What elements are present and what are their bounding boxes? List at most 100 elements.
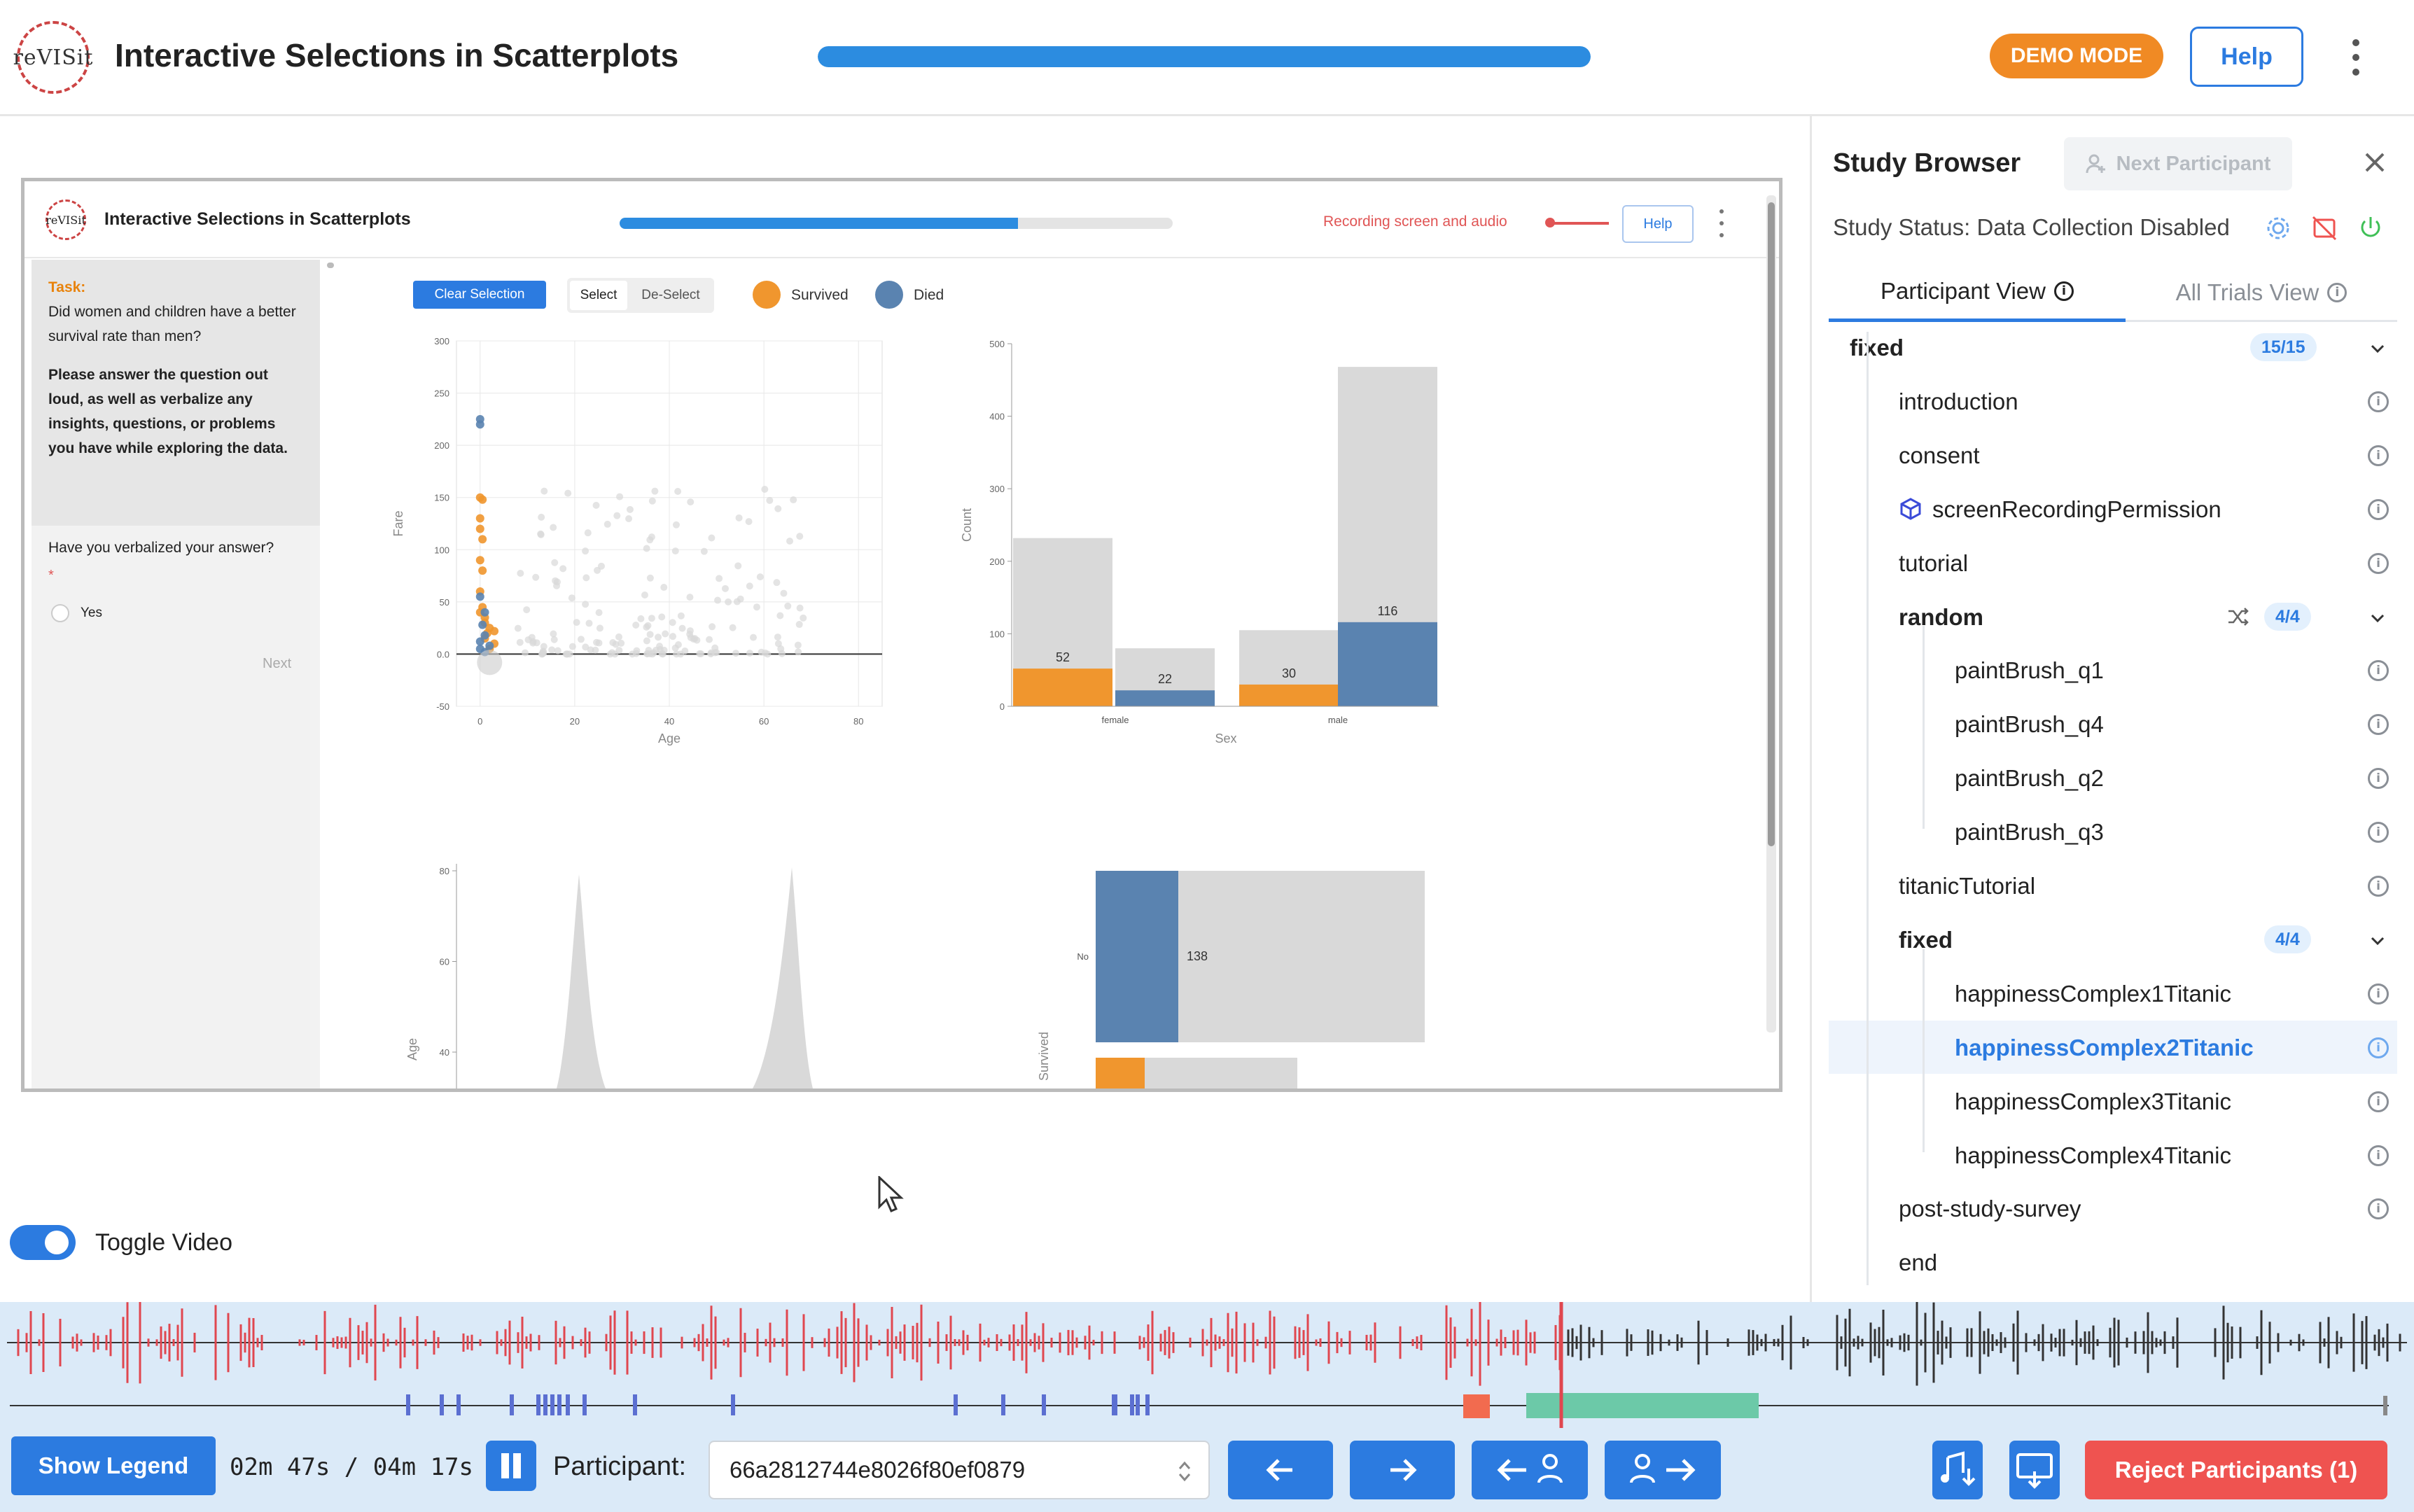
bar-selected-male (1338, 622, 1437, 706)
tree-item-fixed[interactable]: fixed 15/15 (1829, 321, 2397, 374)
scatter-point-survived (475, 556, 484, 565)
scatter-point-died (478, 620, 487, 629)
tree-item-happinesscomplex1titanic[interactable]: happinessComplex1Titanic i (1829, 967, 2397, 1020)
info-icon[interactable]: i (2368, 983, 2389, 1004)
tree-item-screenrecordingpermission[interactable]: screenRecordingPermission i (1829, 482, 2397, 536)
info-icon[interactable]: i (2368, 822, 2389, 844)
info-icon[interactable]: i (2368, 660, 2389, 682)
audio-waveform[interactable] (0, 1302, 2414, 1512)
download-audio-button[interactable] (1932, 1441, 1983, 1499)
previous-participant-button[interactable] (1472, 1441, 1588, 1499)
info-icon[interactable]: i (2368, 444, 2389, 466)
info-icon[interactable]: i (2368, 1198, 2389, 1220)
tree-item-paintbrush_q4[interactable]: paintBrush_q4 i (1829, 697, 2397, 750)
tree-item-end[interactable]: end (1829, 1236, 2397, 1289)
scatter-point-unselected (615, 647, 623, 654)
info-icon[interactable]: i (2368, 1144, 2389, 1166)
pause-button[interactable] (486, 1441, 536, 1491)
video-scrollbar-thumb (1768, 202, 1775, 846)
verbalize-question: Have you verbalized your answer? (48, 540, 274, 556)
scatter-point-unselected (733, 598, 741, 606)
tree-item-label: end (1899, 1250, 1938, 1276)
bar-y-tick: 300 (989, 484, 1005, 494)
study-browser-title: Study Browser (1833, 148, 2021, 178)
scatter-point-unselected (773, 579, 781, 587)
scatter-point-unselected (721, 584, 729, 592)
task-box: Task: Did women and children have a bett… (32, 260, 320, 526)
arrow-left-icon (1266, 1459, 1292, 1481)
scatter-point-unselected (709, 623, 716, 631)
scatter-point-unselected (585, 620, 593, 627)
info-icon[interactable]: i (2368, 391, 2389, 412)
scatter-point-unselected (613, 512, 621, 519)
kebab-menu-icon[interactable] (2345, 35, 2366, 80)
next-participant-nav-button[interactable] (1605, 1441, 1721, 1499)
scatter-point-unselected (550, 630, 557, 638)
data-collection-disabled-icon[interactable] (2309, 213, 2340, 244)
help-button[interactable]: Help (2190, 27, 2303, 87)
bar-y-tick: 0 (1000, 701, 1005, 712)
tree-item-happinesscomplex2titanic[interactable]: happinessComplex2Titanic i (1829, 1020, 2397, 1074)
interaction-event-mark (582, 1394, 587, 1415)
participant-select[interactable]: 66a2812744e8026f80ef0879 (709, 1441, 1210, 1499)
close-icon[interactable] (2361, 148, 2389, 176)
tab-participant-view[interactable]: Participant View i (1829, 263, 2126, 322)
tree-item-paintbrush_q3[interactable]: paintBrush_q3 i (1829, 805, 2397, 858)
tree-item-titanictutorial[interactable]: titanicTutorial i (1829, 859, 2397, 912)
scatter-point-unselected (707, 649, 715, 657)
tree-item-tutorial[interactable]: tutorial i (1829, 536, 2397, 589)
tree-item-label: fixed (1850, 335, 1904, 360)
tree-item-fixed[interactable]: fixed 4/4 (1829, 913, 2397, 966)
tree-item-random[interactable]: random 4/4 (1829, 590, 2397, 643)
info-icon[interactable]: i (2368, 552, 2389, 574)
tree-item-happinesscomplex3titanic[interactable]: happinessComplex3Titanic i (1829, 1074, 2397, 1128)
info-icon[interactable]: i (2368, 1037, 2389, 1058)
download-screen-button[interactable] (2009, 1441, 2060, 1499)
tree-item-paintbrush_q2[interactable]: paintBrush_q2 i (1829, 751, 2397, 804)
sex-bar-chart: 500 400 300 200 100 0 Count 52 22 30 116 female male… (960, 339, 1439, 746)
next-participant-button[interactable]: Next Participant (2064, 137, 2292, 190)
age-y-tick: 60 (440, 957, 449, 967)
bar-y-label: Count (960, 508, 974, 542)
show-legend-button[interactable]: Show Legend (11, 1436, 216, 1495)
chevron-down-icon[interactable] (2364, 335, 2392, 363)
scatter-x-tick: 60 (759, 716, 769, 727)
scatter-point-unselected (625, 514, 633, 522)
tree-indent-line (1867, 332, 1869, 1285)
scatter-point-unselected (626, 505, 634, 513)
next-trial-button[interactable] (1350, 1441, 1455, 1499)
app-header: reVISit Interactive Selections in Scatte… (0, 0, 2414, 116)
study-progress-bar (818, 46, 1591, 67)
screen-recording-video[interactable]: reVISit Interactive Selections in Scatte… (21, 178, 1782, 1092)
scatter-point-unselected (716, 575, 723, 582)
info-icon: i (2327, 283, 2347, 302)
chevron-down-icon[interactable] (2364, 927, 2392, 955)
bar-selected-male (1239, 684, 1339, 706)
tab-all-trials-view[interactable]: All Trials View i (2126, 263, 2397, 322)
info-icon[interactable]: i (2368, 714, 2389, 736)
tree-item-consent[interactable]: consent i (1829, 428, 2397, 482)
interaction-event-mark (1042, 1394, 1046, 1415)
info-icon[interactable]: i (2368, 498, 2389, 520)
toggle-video-switch[interactable] (10, 1225, 76, 1260)
required-mark: * (48, 568, 54, 583)
chevron-down-icon[interactable] (2364, 604, 2392, 632)
interaction-event-mark (543, 1394, 547, 1415)
tree-item-label: screenRecordingPermission (1932, 496, 2221, 522)
tree-item-happinesscomplex4titanic[interactable]: happinessComplex4Titanic i (1829, 1128, 2397, 1182)
reject-participants-button[interactable]: Reject Participants (1) (2085, 1441, 2387, 1499)
gear-icon[interactable] (2263, 213, 2294, 244)
info-icon[interactable]: i (2368, 876, 2389, 897)
interaction-event-mark (731, 1394, 735, 1415)
tree-item-label: happinessComplex1Titanic (1955, 980, 2231, 1007)
tree-item-post-study-survey[interactable]: post-study-survey i (1829, 1182, 2397, 1235)
tree-item-paintbrush_q1[interactable]: paintBrush_q1 i (1829, 643, 2397, 696)
power-icon[interactable] (2355, 213, 2386, 244)
info-icon[interactable]: i (2368, 1091, 2389, 1112)
info-icon[interactable]: i (2368, 768, 2389, 790)
scatter-point-unselected (671, 644, 679, 652)
scatter-point-unselected (753, 603, 760, 611)
tree-item-introduction[interactable]: introduction i (1829, 374, 2397, 428)
task-label: Task: (48, 279, 86, 295)
previous-trial-button[interactable] (1228, 1441, 1333, 1499)
